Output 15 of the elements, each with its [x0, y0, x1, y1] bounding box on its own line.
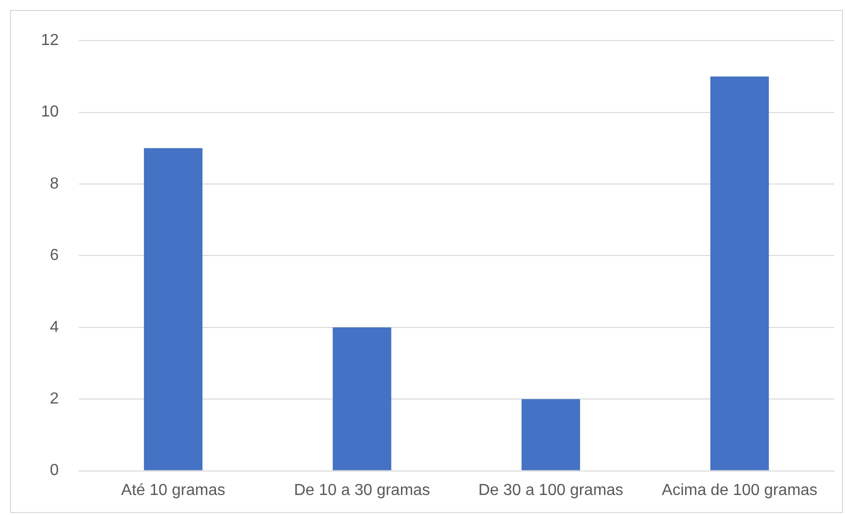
x-tick-label: Acima de 100 gramas — [662, 482, 818, 499]
bar — [332, 327, 392, 470]
x-tick-label: Até 10 gramas — [121, 482, 226, 499]
y-tick-label: 8 — [50, 175, 59, 192]
x-tick-label: De 10 a 30 gramas — [294, 482, 430, 499]
y-tick-label: 0 — [50, 462, 59, 480]
x-tick-label: De 30 a 100 gramas — [478, 482, 624, 499]
y-tick-label: 10 — [41, 104, 59, 121]
y-tick-label: 6 — [50, 247, 59, 264]
bar — [144, 148, 202, 470]
y-tick-label: 4 — [50, 318, 59, 336]
bar — [522, 399, 580, 470]
y-tick-label: 12 — [41, 32, 59, 50]
bar — [710, 76, 769, 470]
y-tick-label: 2 — [50, 390, 59, 408]
